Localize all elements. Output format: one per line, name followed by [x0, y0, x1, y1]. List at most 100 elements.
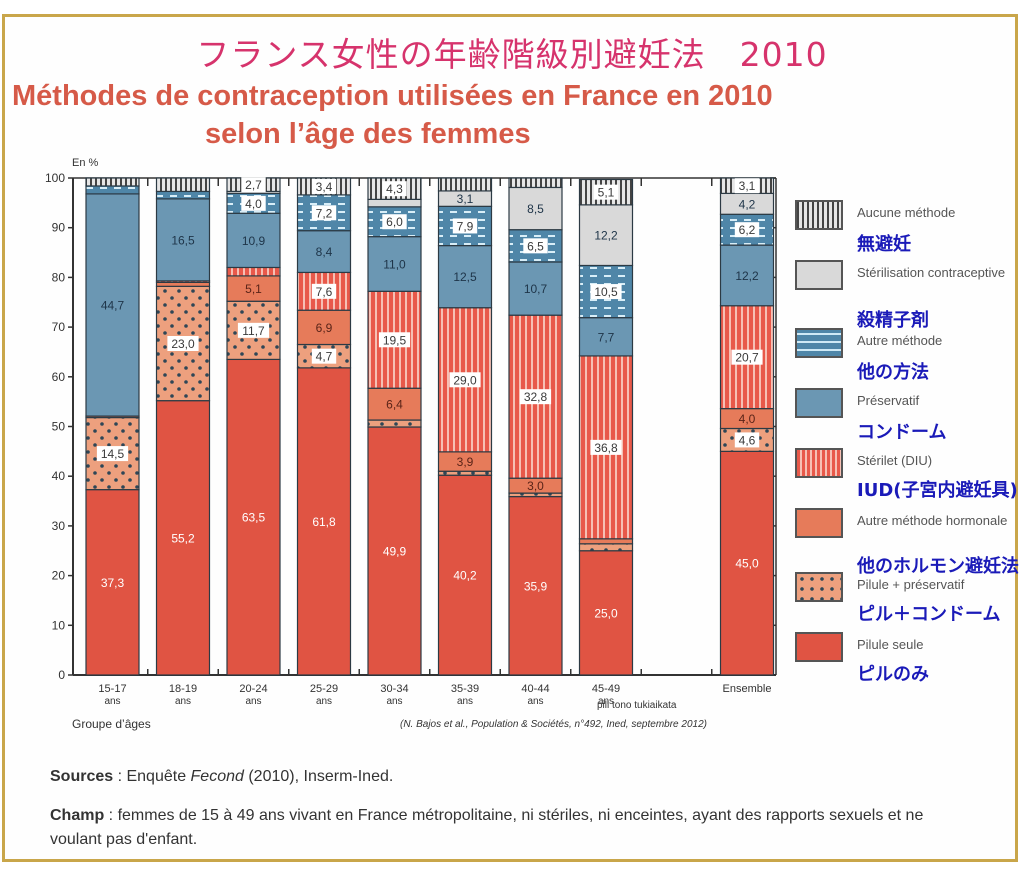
data-label: 3,9 — [457, 455, 474, 469]
y-tick-label: 10 — [52, 618, 66, 632]
legend-label-jp: コンドーム — [857, 422, 947, 443]
data-label: 23,0 — [171, 337, 195, 351]
bar-segment-sterilisation — [578, 204, 634, 267]
data-label: 5,1 — [598, 186, 615, 200]
bar-segment-preservatif — [155, 198, 211, 282]
legend-label-jp: 他の方法 — [857, 362, 929, 383]
data-label-box — [237, 322, 270, 338]
y-tick-label: 40 — [52, 469, 66, 483]
x-tick-label: 40-44 — [521, 683, 549, 695]
data-label: 4,6 — [739, 433, 756, 447]
data-label-box — [382, 214, 407, 230]
data-label: 10,5 — [594, 285, 618, 299]
bar-segment-pilule — [719, 450, 775, 676]
data-label-box — [734, 178, 760, 194]
data-label: 6,0 — [386, 215, 403, 229]
data-label: 11,7 — [242, 324, 265, 338]
data-label: 63,5 — [242, 511, 266, 525]
legend-swatch-sterilisation — [795, 260, 843, 290]
bar-segment-preservatif — [437, 244, 493, 309]
annotation-handwritten: pill tono tukiaikata — [597, 700, 677, 711]
legend-label-fr: Stérilisation contraceptive — [857, 265, 1006, 280]
legend-swatch-hormonale — [795, 508, 843, 538]
x-tick-label: 18-19 — [169, 683, 197, 695]
data-label: 14,5 — [101, 447, 125, 461]
data-label: 5,1 — [245, 282, 262, 296]
data-label: 61,8 — [312, 515, 336, 529]
legend-label-fr: Stérilet (DIU) — [857, 453, 933, 468]
data-label: 20,7 — [735, 351, 759, 365]
sources-survey-name: Fecond — [190, 768, 244, 785]
bar-segment-hormonale — [296, 309, 352, 346]
x-tick-label: 45-49 — [592, 683, 620, 695]
data-label: 6,2 — [739, 223, 756, 237]
data-label: 19,5 — [383, 333, 407, 347]
data-label: 6,4 — [386, 398, 403, 412]
x-tick-label-sub: ans — [457, 696, 473, 707]
bar-segment-autre — [155, 190, 211, 200]
data-label-box — [241, 177, 266, 193]
title-french-line1: Méthodes de contraception utilisées en F… — [12, 80, 773, 112]
y-tick-label: 80 — [52, 270, 66, 284]
data-label: 3,1 — [739, 179, 756, 193]
x-tick-label: Ensemble — [723, 683, 772, 695]
data-label: 2,7 — [245, 178, 262, 192]
data-label-box — [167, 336, 199, 352]
x-tick-label-sub: ans — [245, 696, 261, 707]
legend-label-jp: ピルのみ — [857, 664, 929, 685]
data-label-box — [590, 284, 622, 300]
data-label: 49,9 — [383, 544, 407, 558]
scope-label: Champ — [50, 807, 105, 824]
bar-segment-pilule_pres — [578, 543, 634, 552]
legend-label-jp: 他のホルモン避妊法 — [857, 556, 1019, 577]
x-tick-label: 15-17 — [98, 683, 126, 695]
bar-segment-sterilisation — [367, 198, 422, 208]
data-label: 16,5 — [171, 233, 195, 247]
bar-segment-aucune — [508, 177, 563, 189]
sources-label: Sources — [50, 768, 114, 785]
sources-text: : Enquête — [113, 768, 191, 785]
y-tick-label: 0 — [58, 668, 65, 682]
bar-segment-autre — [85, 185, 140, 195]
bar-segment-pilule — [155, 400, 211, 676]
legend-label-fr: Pilule seule — [857, 637, 924, 652]
bar-segment-hormonale — [578, 538, 634, 545]
data-label: 10,9 — [242, 234, 266, 248]
data-label: 7,6 — [316, 285, 333, 299]
legend-label-jp: ピル＋コンドーム — [857, 604, 1001, 625]
data-label-box — [378, 332, 411, 348]
data-label-box — [519, 389, 552, 405]
data-label: 55,2 — [171, 531, 195, 545]
x-tick-label-sub: ans — [104, 696, 120, 707]
data-label: 12,2 — [735, 269, 759, 283]
data-label: 29,0 — [453, 373, 477, 387]
legend-swatch-pilule — [795, 632, 843, 662]
legend-swatch-autre — [795, 328, 843, 358]
legend-label-jp: 殺精子剤 — [857, 310, 929, 331]
data-label-box — [96, 446, 129, 462]
bar-segment-aucune — [437, 177, 493, 192]
data-label: 3,0 — [527, 479, 544, 493]
legend-swatch-pilule_pres — [795, 572, 843, 602]
x-tick-label: 20-24 — [239, 683, 267, 695]
data-label: 4,0 — [739, 412, 756, 426]
data-label: 7,9 — [457, 219, 474, 233]
legend-swatch-aucune — [795, 200, 843, 230]
chart-citation: (N. Bajos et al., Population & Sociétés,… — [400, 719, 707, 730]
bar-segment-preservatif — [508, 261, 563, 316]
legend-label-jp: 無避妊 — [857, 234, 911, 255]
y-tick-label: 90 — [52, 221, 66, 235]
data-label: 12,5 — [453, 270, 477, 284]
bar-segment-pilule_pres — [367, 419, 422, 428]
bar-segment-pilule — [226, 358, 281, 676]
data-label: 12,2 — [594, 229, 618, 243]
title-french-line2: selon l’âge des femmes — [205, 118, 531, 150]
bar-segment-pilule — [367, 426, 422, 676]
x-tick-label: 25-29 — [310, 683, 338, 695]
data-label: 35,9 — [524, 579, 548, 593]
bar-segment-preservatif — [719, 244, 775, 307]
data-label: 3,1 — [457, 192, 474, 206]
bar-segment-aucune — [85, 177, 140, 187]
y-tick-label: 70 — [52, 320, 66, 334]
